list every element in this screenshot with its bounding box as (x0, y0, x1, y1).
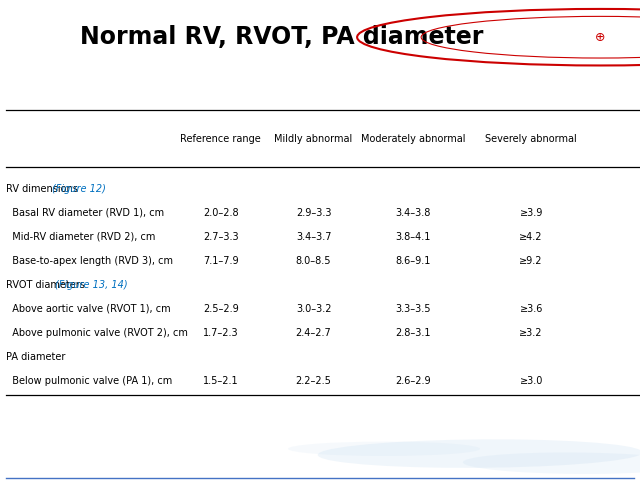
Ellipse shape (317, 439, 640, 468)
Text: 2.8–3.1: 2.8–3.1 (395, 327, 431, 337)
Text: 2.2–2.5: 2.2–2.5 (296, 375, 332, 385)
Text: ≥9.2: ≥9.2 (520, 256, 543, 266)
Text: RV dimensions: RV dimensions (6, 184, 81, 194)
Text: (Figure 13, 14): (Figure 13, 14) (56, 280, 128, 289)
Text: 7.1–7.9: 7.1–7.9 (203, 256, 239, 266)
Text: 2.5–2.9: 2.5–2.9 (203, 304, 239, 313)
Text: Reference range: Reference range (180, 134, 261, 144)
Text: Mildly abnormal: Mildly abnormal (275, 134, 353, 144)
Text: (Figure 12): (Figure 12) (52, 184, 106, 194)
Text: 3.8–4.1: 3.8–4.1 (395, 232, 431, 242)
Text: Moderately abnormal: Moderately abnormal (360, 134, 465, 144)
Text: 2.0–2.8: 2.0–2.8 (203, 208, 239, 218)
Text: 8.6–9.1: 8.6–9.1 (395, 256, 431, 266)
Text: 1.7–2.3: 1.7–2.3 (203, 327, 239, 337)
Ellipse shape (288, 442, 480, 456)
Text: ≥3.2: ≥3.2 (520, 327, 543, 337)
Text: Base-to-apex length (RVD 3), cm: Base-to-apex length (RVD 3), cm (6, 256, 173, 266)
Text: ⊕: ⊕ (595, 31, 605, 44)
Text: 2.6–2.9: 2.6–2.9 (395, 375, 431, 385)
Text: 3.4–3.7: 3.4–3.7 (296, 232, 332, 242)
Text: Above aortic valve (RVOT 1), cm: Above aortic valve (RVOT 1), cm (6, 304, 171, 313)
Text: 1.5–2.1: 1.5–2.1 (203, 375, 239, 385)
Text: ≥3.0: ≥3.0 (520, 375, 543, 385)
Text: RVOT diameters: RVOT diameters (6, 280, 88, 289)
Text: Severely abnormal: Severely abnormal (485, 134, 577, 144)
Text: 3.4–3.8: 3.4–3.8 (395, 208, 431, 218)
Text: 2.4–2.7: 2.4–2.7 (296, 327, 332, 337)
Text: Mid-RV diameter (RVD 2), cm: Mid-RV diameter (RVD 2), cm (6, 232, 156, 242)
Text: 8.0–8.5: 8.0–8.5 (296, 256, 332, 266)
Text: Basal RV diameter (RVD 1), cm: Basal RV diameter (RVD 1), cm (6, 208, 164, 218)
Text: Above pulmonic valve (RVOT 2), cm: Above pulmonic valve (RVOT 2), cm (6, 327, 188, 337)
Text: 3.0–3.2: 3.0–3.2 (296, 304, 332, 313)
Text: PA diameter: PA diameter (6, 351, 66, 361)
Text: Below pulmonic valve (PA 1), cm: Below pulmonic valve (PA 1), cm (6, 375, 173, 385)
Text: Normal RV, RVOT, PA diameter: Normal RV, RVOT, PA diameter (80, 25, 483, 49)
Text: 2.9–3.3: 2.9–3.3 (296, 208, 332, 218)
Bar (560, 0, 640, 74)
Text: 2.7–3.3: 2.7–3.3 (203, 232, 239, 242)
Text: ≥4.2: ≥4.2 (520, 232, 543, 242)
Ellipse shape (463, 453, 640, 474)
Text: 3.3–3.5: 3.3–3.5 (395, 304, 431, 313)
Text: ≥3.9: ≥3.9 (520, 208, 543, 218)
Text: ≥3.6: ≥3.6 (520, 304, 543, 313)
Circle shape (357, 9, 640, 65)
